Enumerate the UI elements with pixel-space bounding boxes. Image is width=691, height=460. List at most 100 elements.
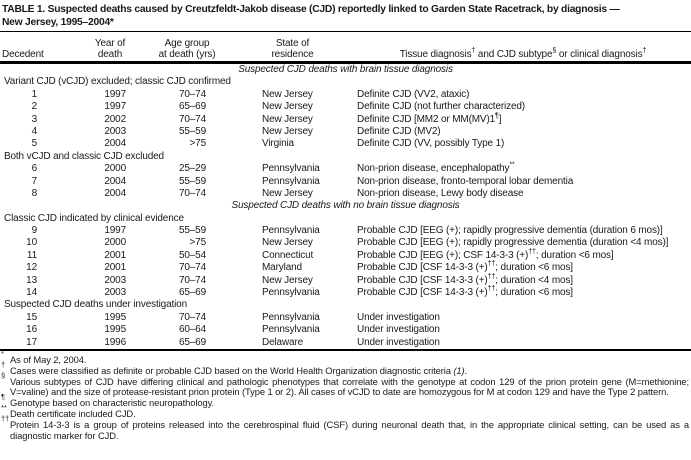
- age-cell: 70–74: [178, 311, 206, 323]
- group-heading: Both vCJD and classic CJD excluded: [4, 150, 164, 162]
- state-cell: Pennsylvania: [262, 287, 320, 299]
- decedent-cell: 10: [26, 237, 37, 249]
- year-cell: 2002: [104, 113, 126, 125]
- footnote: † Cases were classified as definite or pr…: [1, 359, 468, 376]
- section-heading: Suspected CJD deaths with no brain tissu…: [231, 200, 460, 212]
- table-row: 1 1997 70–74 New Jersey Definite CJD (VV2, a…: [0, 89, 691, 101]
- diagnosis-cell: Probable CJD [CSF 14-3-3 (+)††; duration…: [357, 283, 573, 299]
- diagnosis-cell: Non-prion disease, Lewy body disease: [357, 187, 524, 199]
- decedent-cell: 12: [26, 262, 37, 274]
- state-cell: New Jersey: [262, 187, 313, 199]
- year-cell: 2004: [104, 175, 126, 187]
- column-header-age-line1: Age group: [164, 38, 210, 49]
- column-header-decedent: Decedent: [2, 49, 44, 60]
- year-cell: 2001: [104, 249, 126, 261]
- age-cell: 70–74: [178, 113, 206, 125]
- diagnosis-cell: Definite CJD (not further characterized): [357, 101, 525, 113]
- column-header-year-of-death: Year of death: [75, 38, 145, 60]
- table-row: 7 2004 55–59 Pennsylvania Non-prion disease,…: [0, 176, 691, 188]
- decedent-cell: 5: [31, 138, 38, 150]
- decedent-cell: 15: [26, 311, 37, 323]
- table-header: Decedent Year of death Age group at deat…: [0, 31, 691, 64]
- state-cell: New Jersey: [262, 101, 313, 113]
- diagnosis-cell: Under investigation: [357, 324, 440, 336]
- decedent-cell: 11: [26, 249, 37, 261]
- year-cell: 2003: [104, 274, 126, 286]
- state-cell: Pennsylvania: [262, 311, 320, 323]
- table-title-line1: TABLE 1. Suspected deaths caused by Creu…: [2, 4, 620, 15]
- year-cell: 1995: [104, 324, 126, 336]
- state-cell: Pennsylvania: [262, 225, 320, 237]
- age-cell: 70–74: [178, 274, 206, 286]
- year-cell: 1997: [104, 101, 126, 113]
- footnote-text: Various subtypes of CJD have differing c…: [10, 375, 689, 398]
- decedent-cell: 16: [26, 324, 37, 336]
- decedent-cell: 8: [31, 187, 38, 199]
- column-header-year-line1: Year of: [94, 38, 126, 49]
- footnote: ¶ Genotype based on characteristic neurop…: [1, 392, 215, 409]
- column-header-state: State of residence: [230, 38, 355, 60]
- diagnosis-cell: Probable CJD [EEG (+); rapidly progressi…: [357, 225, 663, 237]
- age-cell: 25–29: [178, 163, 206, 175]
- table-row: 9 1997 55–59 Pennsylvania Probable CJD [EEG …: [0, 225, 691, 237]
- diagnosis-cell: Non-prion disease, encephalopathy**: [357, 159, 515, 175]
- footnotes: * As of May 2, 2004. † Cases were classifie…: [0, 349, 689, 441]
- table-row: 17 1996 65–69 Delaware Under investigation: [0, 337, 691, 349]
- table-row: 14 2003 65–69 Pennsylvania Probable CJD [CSF…: [0, 283, 691, 299]
- state-cell: New Jersey: [262, 113, 313, 125]
- age-cell: 70–74: [178, 262, 206, 274]
- table-row: 16 1995 60–64 Pennsylvania Under investigati…: [0, 324, 691, 336]
- state-cell: Delaware: [262, 336, 304, 348]
- year-cell: 1997: [104, 225, 126, 237]
- table-bottom-rule: [0, 349, 691, 351]
- table-row: 8 2004 70–74 New Jersey Non-prion disease, L…: [0, 188, 691, 200]
- table-row: 12 2001 70–74 Maryland Probable CJD [CSF 14-…: [0, 258, 691, 274]
- state-cell: Pennsylvania: [262, 163, 320, 175]
- state-cell: New Jersey: [262, 125, 313, 137]
- decedent-cell: 14: [26, 287, 37, 299]
- state-cell: Pennsylvania: [262, 324, 320, 336]
- state-cell: Virginia: [262, 138, 294, 150]
- age-cell: 65–69: [178, 287, 206, 299]
- footnote-text: Genotype based on characteristic neuropa…: [10, 397, 215, 409]
- diagnosis-cell: Under investigation: [357, 311, 440, 323]
- state-cell: Maryland: [262, 262, 302, 274]
- footnote-text: Cases were classified as definite or pro…: [10, 364, 468, 376]
- column-header-state-line1: State of: [275, 38, 310, 49]
- age-cell: 70–74: [178, 187, 206, 199]
- footnote: § Various subtypes of CJD have differing …: [1, 370, 689, 398]
- year-cell: 2003: [104, 125, 126, 137]
- table-row: 5 2004 >75 Virginia Definite CJD (VV, possib…: [0, 138, 691, 150]
- footnote-text: Protein 14-3-3 is a group of proteins re…: [10, 418, 689, 441]
- age-cell: 55–59: [178, 175, 206, 187]
- column-header-age-group: Age group at death (yrs): [143, 38, 231, 60]
- year-cell: 1997: [104, 88, 126, 100]
- table-body: Suspected CJD deaths with brain tissue d…: [0, 64, 691, 349]
- footnote: * As of May 2, 2004.: [1, 349, 87, 365]
- diagnosis-cell: Probable CJD [EEG (+); rapidly progressi…: [357, 237, 669, 249]
- table-row: 15 1995 70–74 Pennsylvania Under investigati…: [0, 312, 691, 324]
- group-heading: Classic CJD indicated by clinical eviden…: [4, 212, 184, 224]
- footnote: ** Death certificate included CJD.: [1, 402, 136, 419]
- decedent-cell: 4: [31, 125, 38, 137]
- group-heading: Variant CJD (vCJD) excluded; classic CJD…: [4, 76, 231, 88]
- decedent-cell: 7: [31, 175, 38, 187]
- diagnosis-cell: Definite CJD (MV2): [357, 125, 441, 137]
- table-row: 11 2001 50–54 Connecticut Probable CJD [EEG …: [0, 247, 691, 262]
- table-row: 4 2003 55–59 New Jersey Definite CJD (MV2): [0, 126, 691, 138]
- diagnosis-cell: Probable CJD [CSF 14-3-3 (+)††; duration…: [357, 258, 573, 274]
- year-cell: 2004: [104, 138, 126, 150]
- group-heading: Suspected CJD deaths under investigation: [4, 299, 188, 311]
- footnote-text: Death certificate included CJD.: [10, 407, 136, 419]
- column-header-state-line2: residence: [271, 49, 314, 60]
- diagnosis-cell: Under investigation: [357, 336, 440, 348]
- footnote-text: As of May 2, 2004.: [10, 354, 87, 365]
- table-row: 3 2002 70–74 New Jersey Definite CJD [MM2 or…: [0, 111, 691, 126]
- decedent-cell: 2: [31, 101, 38, 113]
- year-cell: 1996: [104, 336, 126, 348]
- age-cell: >75: [189, 237, 206, 249]
- state-cell: New Jersey: [262, 88, 313, 100]
- diagnosis-cell: Definite CJD (VV2, ataxic): [357, 88, 470, 100]
- table-row: 2 1997 65–69 New Jersey Definite CJD (not fu…: [0, 101, 691, 113]
